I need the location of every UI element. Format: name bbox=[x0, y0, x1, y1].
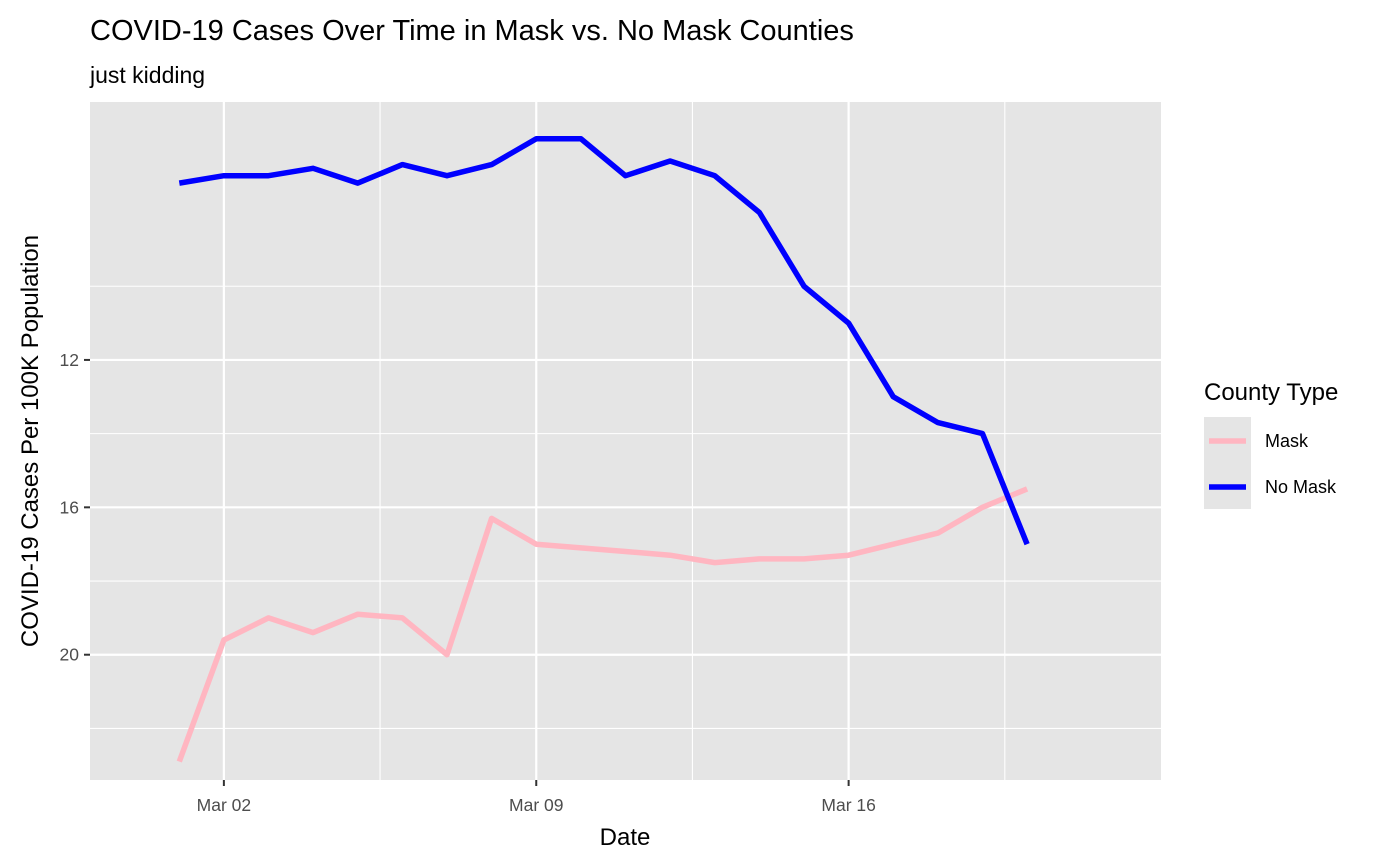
x-axis-title: Date bbox=[600, 824, 651, 851]
y-tick-label: 20 bbox=[60, 645, 80, 665]
y-axis-ticks: 12 16 20 bbox=[60, 350, 90, 665]
legend-label-mask: Mask bbox=[1265, 431, 1309, 451]
series-layer bbox=[176, 136, 1030, 763]
legend-title: County Type bbox=[1204, 379, 1338, 406]
x-axis-ticks: Mar 02 Mar 09 Mar 16 bbox=[197, 780, 876, 815]
legend: County Type Mask No Mask bbox=[1204, 379, 1338, 509]
grid-minor bbox=[90, 102, 1161, 780]
x-tick-label: Mar 09 bbox=[509, 795, 563, 815]
legend-items: Mask No Mask bbox=[1204, 417, 1337, 509]
chart-subtitle: just kidding bbox=[89, 62, 205, 88]
chart-title: COVID-19 Cases Over Time in Mask vs. No … bbox=[90, 15, 854, 47]
y-tick-label: 16 bbox=[60, 497, 79, 517]
x-tick-label: Mar 16 bbox=[821, 795, 875, 815]
legend-key-background bbox=[1204, 417, 1251, 509]
plot-panel bbox=[90, 102, 1161, 780]
series-line-mask bbox=[176, 486, 1029, 763]
legend-label-no-mask: No Mask bbox=[1265, 477, 1337, 497]
y-axis-title: COVID-19 Cases Per 100K Population bbox=[17, 235, 44, 647]
y-tick-label: 12 bbox=[60, 350, 79, 370]
x-tick-label: Mar 02 bbox=[197, 795, 251, 815]
series-line-no-mask bbox=[178, 136, 1030, 546]
